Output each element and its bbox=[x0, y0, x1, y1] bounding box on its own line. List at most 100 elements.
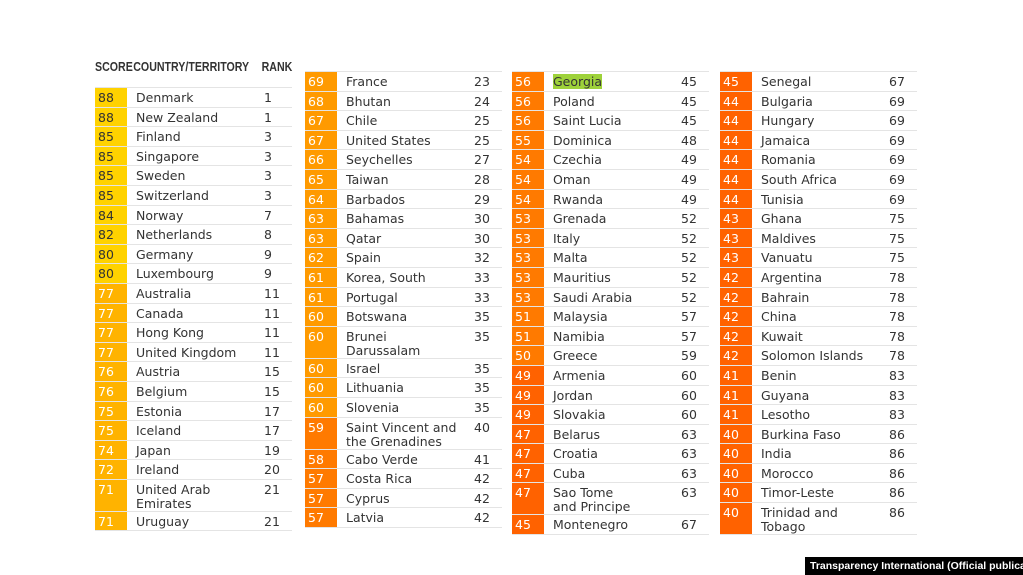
score-cell: 72 bbox=[95, 460, 127, 479]
score-cell: 45 bbox=[512, 515, 544, 535]
rank-cell: 30 bbox=[474, 230, 490, 246]
rank-cell: 69 bbox=[889, 113, 905, 129]
country-cell: Uruguay bbox=[136, 513, 190, 529]
country-cell: Romania bbox=[761, 152, 816, 168]
table-row: 40 Burkina Faso 86 bbox=[720, 424, 917, 445]
country-cell: Burkina Faso bbox=[761, 426, 841, 442]
score-cell: 56 bbox=[512, 111, 544, 130]
rank-cell: 40 bbox=[474, 419, 490, 435]
score-cell: 63 bbox=[305, 228, 337, 248]
rank-cell: 78 bbox=[889, 269, 905, 285]
ranking-column-4: 45 Senegal 67 44 Bulgaria 69 44 Hungary 69 44 Jama… bbox=[720, 71, 917, 536]
score-cell: 42 bbox=[720, 326, 752, 346]
score-cell: 42 bbox=[720, 287, 752, 307]
rank-cell: 3 bbox=[264, 168, 272, 184]
rank-cell: 78 bbox=[889, 309, 905, 325]
country-cell: Netherlands bbox=[136, 227, 213, 243]
score-cell: 49 bbox=[512, 405, 544, 424]
rank-cell: 11 bbox=[264, 325, 280, 341]
table-row: 53 Saudi Arabia 52 bbox=[512, 287, 709, 308]
country-cell: Hong Kong bbox=[136, 325, 204, 341]
score-cell: 77 bbox=[95, 323, 127, 342]
country-cell: Seychelles bbox=[346, 152, 413, 168]
score-cell: 49 bbox=[512, 385, 544, 405]
table-row: 65 Taiwan 28 bbox=[305, 169, 502, 190]
country-cell: Barbados bbox=[346, 191, 406, 207]
rank-cell: 1 bbox=[264, 109, 272, 125]
country-cell: Israel bbox=[346, 360, 381, 376]
country-cell: Cuba bbox=[553, 465, 586, 481]
score-cell: 53 bbox=[512, 209, 544, 228]
country-cell: Trinidad and Tobago bbox=[761, 505, 838, 535]
country-cell: Germany bbox=[136, 246, 194, 262]
rank-cell: 11 bbox=[264, 285, 280, 301]
table-row: 85 Finland 3 bbox=[95, 127, 292, 147]
rank-cell: 63 bbox=[681, 426, 697, 442]
table-row: 67 United States 25 bbox=[305, 130, 502, 151]
rank-cell: 35 bbox=[474, 380, 490, 396]
table-row: 42 Solomon Islands 78 bbox=[720, 346, 917, 366]
country-cell: Bahamas bbox=[346, 211, 405, 227]
table-row: 40 Trinidad and Tobago 86 bbox=[720, 503, 917, 536]
table-row: 72 Ireland 20 bbox=[95, 460, 292, 480]
table-row: 76 Belgium 15 bbox=[95, 381, 292, 402]
table-row: 49 Armenia 60 bbox=[512, 365, 709, 386]
country-cell: United States bbox=[346, 132, 431, 148]
score-cell: 47 bbox=[512, 463, 544, 483]
country-cell: Ghana bbox=[761, 211, 802, 227]
rank-cell: 8 bbox=[264, 227, 272, 243]
rank-cell: 69 bbox=[889, 152, 905, 168]
rank-cell: 69 bbox=[889, 191, 905, 207]
table-row: 54 Czechia 49 bbox=[512, 150, 709, 170]
country-cell: Singapore bbox=[136, 148, 200, 164]
score-cell: 57 bbox=[305, 488, 337, 508]
table-row: 51 Namibia 57 bbox=[512, 326, 709, 347]
country-cell: Grenada bbox=[553, 211, 607, 227]
table-row: 47 Sao Tome and Principe 63 bbox=[512, 483, 709, 516]
country-cell: Croatia bbox=[553, 446, 598, 462]
country-cell: Denmark bbox=[136, 90, 194, 105]
country-cell: Japan bbox=[136, 442, 171, 458]
table-row: 42 Argentina 78 bbox=[720, 267, 917, 288]
country-cell: Brunei Darussalam bbox=[346, 328, 421, 358]
country-cell: Jordan bbox=[553, 387, 593, 403]
table-row: 42 Kuwait 78 bbox=[720, 326, 917, 347]
country-cell: Lesotho bbox=[761, 407, 811, 423]
rank-cell: 57 bbox=[681, 309, 697, 325]
rank-cell: 52 bbox=[681, 269, 697, 285]
country-cell: Sao Tome and Principe bbox=[553, 485, 631, 515]
rank-cell: 67 bbox=[681, 517, 697, 533]
score-cell: 42 bbox=[720, 346, 752, 365]
rank-cell: 1 bbox=[264, 90, 272, 105]
country-cell: Maldives bbox=[761, 230, 816, 246]
score-cell: 42 bbox=[720, 267, 752, 287]
table-row: 67 Chile 25 bbox=[305, 111, 502, 131]
table-row: 60 Israel 35 bbox=[305, 358, 502, 379]
table-row: 40 Morocco 86 bbox=[720, 463, 917, 484]
score-cell: 67 bbox=[305, 111, 337, 130]
score-cell: 67 bbox=[305, 130, 337, 150]
score-cell: 54 bbox=[512, 150, 544, 169]
table-row: 62 Spain 32 bbox=[305, 248, 502, 268]
rank-cell: 35 bbox=[474, 309, 490, 325]
table-row: 43 Vanuatu 75 bbox=[720, 248, 917, 268]
rank-cell: 63 bbox=[681, 446, 697, 462]
rank-cell: 52 bbox=[681, 289, 697, 305]
table-row: 60 Botswana 35 bbox=[305, 307, 502, 327]
table-row: 71 Uruguay 21 bbox=[95, 511, 292, 532]
country-cell: Chile bbox=[346, 113, 378, 129]
score-cell: 60 bbox=[305, 358, 337, 378]
table-row: 40 Timor-Leste 86 bbox=[720, 483, 917, 504]
rank-cell: 69 bbox=[889, 171, 905, 187]
country-cell: Jamaica bbox=[761, 132, 811, 148]
score-cell: 53 bbox=[512, 228, 544, 248]
rank-cell: 9 bbox=[264, 246, 272, 262]
country-cell: Cabo Verde bbox=[346, 451, 418, 467]
score-cell: 80 bbox=[95, 264, 127, 283]
rank-cell: 17 bbox=[264, 423, 280, 439]
table-row: 44 Bulgaria 69 bbox=[720, 91, 917, 112]
rank-cell: 60 bbox=[681, 367, 697, 383]
country-cell: Armenia bbox=[553, 367, 606, 383]
table-row: 49 Jordan 60 bbox=[512, 385, 709, 406]
country-cell: Luxembourg bbox=[136, 266, 214, 282]
